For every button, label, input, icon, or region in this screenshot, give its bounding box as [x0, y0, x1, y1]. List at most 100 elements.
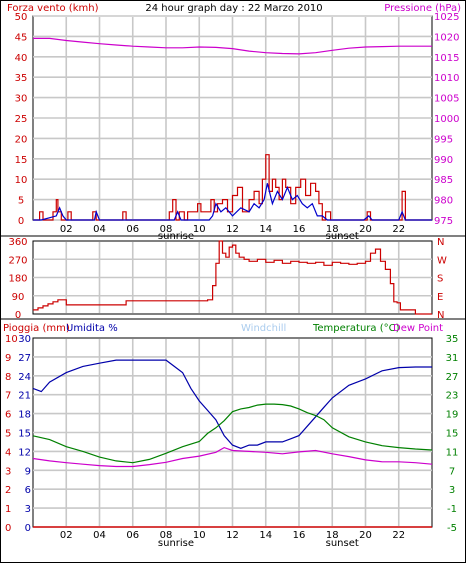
- direction-compass-tick: W: [437, 255, 447, 266]
- pressure-y-tick: 1025: [434, 12, 459, 23]
- pressure-axis-title: Pressione (hPa): [384, 3, 461, 14]
- temperature-y-tick: 3: [449, 485, 455, 496]
- humidity-y-tick: 30: [18, 334, 31, 345]
- series-line-pressure: [33, 37, 432, 55]
- x-tick-label: 18: [326, 224, 339, 235]
- sunrise-label: sunrise: [158, 231, 194, 242]
- x-tick-label: 14: [259, 530, 272, 541]
- humidity-y-tick: 12: [18, 447, 31, 458]
- rain-axis-title: Pioggia (mm): [3, 323, 70, 334]
- humidity-y-tick: 18: [18, 410, 31, 421]
- humidity-y-tick: 3: [25, 504, 31, 515]
- temperature-y-tick: 7: [449, 466, 455, 477]
- temperature-y-tick: 15: [446, 429, 459, 440]
- x-tick-label: 06: [126, 224, 139, 235]
- x-tick-label: 04: [93, 224, 106, 235]
- direction-compass-tick: S: [437, 274, 443, 285]
- x-tick-label: 10: [193, 224, 206, 235]
- temperature-axis-title: Temperatura (°C): [312, 323, 400, 334]
- temperature-y-tick: 23: [446, 391, 459, 402]
- direction-y-tick: 270: [8, 255, 27, 266]
- wind-axis-title: Forza vento (kmh): [7, 3, 99, 14]
- x-tick-label: 22: [392, 530, 405, 541]
- x-tick-label: 20: [359, 224, 372, 235]
- temperature-y-tick: 27: [446, 372, 459, 383]
- pressure-y-tick: 1015: [434, 53, 459, 64]
- wind-y-tick: 35: [15, 73, 28, 84]
- pressure-y-tick: 995: [434, 134, 453, 145]
- humidity-y-tick: 21: [18, 391, 31, 402]
- humidity-y-tick: 0: [25, 523, 31, 534]
- pressure-y-tick: 980: [434, 196, 453, 207]
- rain-y-tick: 2: [5, 485, 11, 496]
- wind-y-tick: 5: [18, 196, 24, 207]
- x-tick-label: 14: [259, 224, 272, 235]
- pressure-y-tick: 990: [434, 155, 453, 166]
- rain-y-tick: 9: [5, 353, 11, 364]
- wind-y-tick: 30: [15, 94, 28, 105]
- x-tick-label: 16: [293, 530, 306, 541]
- x-tick-label: 04: [93, 530, 106, 541]
- rain-y-tick: 0: [5, 523, 11, 534]
- direction-compass-tick: N: [437, 310, 444, 321]
- direction-y-tick: 360: [8, 237, 27, 248]
- humidity-y-tick: 27: [18, 353, 31, 364]
- series-line-dewpoint: [32, 446, 433, 468]
- windchill-label: Windchill: [241, 323, 286, 334]
- wind-y-tick: 15: [15, 155, 28, 166]
- humidity-y-tick: 9: [25, 466, 31, 477]
- x-tick-label: 16: [293, 224, 306, 235]
- rain-y-tick: 10: [5, 334, 18, 345]
- rain-y-tick: 4: [5, 447, 11, 458]
- x-tick-label: 08: [160, 224, 173, 235]
- humidity-y-tick: 24: [18, 372, 31, 383]
- sunrise-label: sunrise: [158, 538, 194, 549]
- series-line-temperature: [32, 403, 433, 464]
- rain-y-tick: 1: [5, 504, 11, 515]
- rain-y-tick: 3: [5, 466, 11, 477]
- x-tick-label: 22: [392, 224, 405, 235]
- temperature-y-tick: 11: [446, 447, 459, 458]
- pressure-y-tick: 1005: [434, 94, 459, 105]
- direction-compass-tick: N: [437, 237, 444, 248]
- wind-y-tick: 45: [15, 32, 28, 43]
- x-tick-label: 12: [226, 224, 239, 235]
- humidity-axis-title: Umidita %: [66, 323, 118, 334]
- humidity-y-tick: 6: [25, 485, 31, 496]
- graph-title: 24 hour graph day : 22 Marzo 2010: [145, 3, 322, 14]
- x-tick-label: 02: [60, 224, 73, 235]
- pressure-y-tick: 1020: [434, 32, 459, 43]
- x-tick-label: 12: [226, 530, 239, 541]
- direction-y-tick: 180: [8, 274, 27, 285]
- temperature-y-tick: 31: [446, 353, 459, 364]
- sunset-label: sunset: [326, 231, 359, 242]
- x-tick-label: 06: [126, 530, 139, 541]
- wind-y-tick: 40: [15, 53, 28, 64]
- pressure-y-tick: 1000: [434, 114, 459, 125]
- pressure-y-tick: 1010: [434, 73, 459, 84]
- series-line-humidity: [32, 359, 432, 449]
- pressure-y-tick: 975: [434, 216, 453, 227]
- temperature-y-tick: 19: [446, 410, 459, 421]
- direction-y-tick: 0: [15, 310, 21, 321]
- dewpoint-label: Dew Point: [393, 323, 443, 334]
- series-line-wind: [33, 154, 432, 221]
- series-line-direction: [33, 240, 432, 315]
- temperature-y-tick: 35: [446, 334, 459, 345]
- wind-y-tick: 10: [15, 175, 28, 186]
- wind-y-tick: 25: [15, 114, 28, 125]
- direction-y-tick: 90: [12, 292, 25, 303]
- rain-y-tick: 7: [5, 391, 11, 402]
- x-tick-label: 20: [359, 530, 372, 541]
- humidity-y-tick: 15: [18, 429, 31, 440]
- temperature-y-tick: -1: [447, 504, 457, 515]
- x-tick-label: 08: [160, 530, 173, 541]
- direction-compass-tick: E: [437, 292, 443, 303]
- rain-y-tick: 6: [5, 410, 11, 421]
- temperature-y-tick: -5: [447, 523, 457, 534]
- wind-y-tick: 20: [15, 134, 28, 145]
- wind-y-tick: 50: [15, 12, 28, 23]
- x-tick-label: 02: [60, 530, 73, 541]
